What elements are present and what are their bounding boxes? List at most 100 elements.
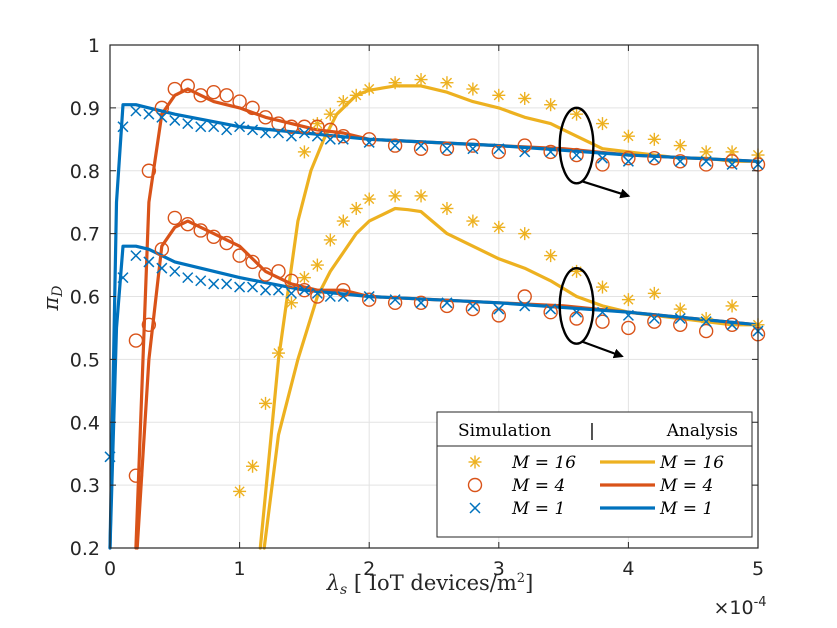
x-tick-label: 3	[493, 558, 505, 580]
sim-marker-asterisk	[349, 201, 363, 215]
sim-marker-circle	[673, 154, 688, 169]
sim-marker-circle	[724, 317, 740, 332]
sim-marker-circle	[543, 144, 558, 160]
sim-marker-cross	[143, 256, 155, 268]
sim-marker-cross	[221, 124, 233, 136]
sim-marker-cross	[156, 111, 168, 123]
x-label-symbol: λ	[326, 571, 340, 595]
sim-marker-cross	[182, 118, 194, 130]
sim-marker-cross	[674, 155, 686, 167]
legend-entry: M = 4 M = 4	[467, 476, 713, 496]
legend-ana-label: M = 4	[659, 476, 713, 496]
sim-marker-cross	[519, 300, 531, 312]
sim-marker-cross	[441, 297, 453, 309]
sim-marker-asterisk	[492, 88, 506, 102]
y-tick-label: 0.6	[70, 287, 100, 309]
y-tick-label: 0.7	[70, 224, 100, 246]
y-tick-label: 0.5	[70, 349, 100, 371]
y-label-symbol: π	[39, 296, 63, 312]
sim-marker-cross	[195, 275, 207, 287]
sim-marker-asterisk	[284, 296, 298, 310]
sim-marker-asterisk	[544, 249, 558, 263]
sim-marker-asterisk	[310, 258, 324, 272]
x-tick-label: 4	[622, 558, 634, 580]
y-tick-label: 0.2	[70, 538, 100, 560]
sim-marker-cross	[195, 121, 207, 133]
sim-marker-asterisk	[310, 117, 324, 131]
sim-marker-cross	[467, 300, 479, 312]
sim-marker-cross	[415, 297, 427, 309]
sim-marker-circle	[336, 128, 351, 144]
sim-marker-asterisk	[570, 264, 584, 278]
sim-marker-cross	[363, 136, 375, 148]
x-multiplier-base: ×10	[713, 597, 753, 619]
sim-marker-circle	[698, 323, 714, 339]
sim-marker-cross	[247, 281, 259, 293]
sim-marker-circle	[465, 138, 481, 153]
annotations	[558, 106, 631, 359]
sim-marker-cross	[596, 152, 609, 164]
sim-marker-cross	[143, 108, 155, 120]
sim-marker-circle	[647, 150, 662, 166]
sim-marker-asterisk	[259, 396, 273, 410]
sim-marker-cross	[519, 146, 531, 158]
x-tick-label: 0	[104, 558, 116, 580]
sim-marker-cross	[311, 287, 323, 299]
sim-marker-cross	[415, 140, 427, 152]
sim-marker-cross	[337, 133, 349, 145]
sim-marker-asterisk	[414, 189, 428, 203]
y-tick-label: 0.8	[70, 161, 100, 183]
sim-marker-asterisk	[246, 459, 260, 473]
sim-marker-cross	[571, 306, 583, 318]
sim-marker-circle	[271, 264, 286, 279]
sim-marker-asterisk	[492, 220, 506, 234]
sim-marker-circle	[362, 292, 377, 307]
analysis-line	[108, 244, 760, 550]
sim-marker-cross	[259, 127, 272, 139]
sim-marker-cross	[700, 316, 712, 328]
sim-marker-cross	[182, 272, 194, 284]
sim-marker-cross	[389, 140, 401, 152]
legend-sim-label: M = 4	[511, 476, 565, 496]
x-tick-label: 5	[752, 558, 764, 580]
sim-marker-cross	[285, 287, 297, 299]
annotation-arrow	[582, 340, 624, 359]
sim-marker-asterisk	[673, 139, 687, 153]
sim-marker-cross	[622, 309, 634, 321]
sim-marker-circle	[310, 289, 325, 304]
sim-marker-asterisk	[440, 201, 454, 215]
sim-marker-asterisk	[570, 107, 584, 121]
y-axis-label: πD	[39, 285, 66, 311]
legend-box	[436, 411, 753, 538]
sim-marker-cross	[596, 306, 609, 318]
sim-marker-circle	[154, 100, 170, 116]
sim-marker-asterisk	[349, 88, 363, 102]
y-tick-label: 0.9	[70, 98, 100, 120]
sim-marker-circle	[258, 110, 273, 125]
sim-marker-asterisk	[699, 312, 713, 326]
legend-header-simulation: Simulation	[458, 421, 551, 441]
sim-marker-circle	[232, 248, 247, 263]
sim-marker-circle	[232, 94, 247, 109]
sim-marker-circle	[465, 301, 481, 317]
sim-marker-circle	[154, 242, 170, 257]
sim-marker-cross	[130, 105, 142, 117]
sim-marker-cross	[130, 250, 142, 262]
sim-marker-cross	[285, 130, 297, 142]
simulation-markers	[104, 73, 766, 498]
annotation-ellipse	[558, 106, 595, 185]
y-tick-label: 1	[88, 35, 100, 57]
sim-marker-circle	[167, 210, 183, 226]
sim-marker-asterisk	[323, 233, 337, 247]
sim-marker-cross	[298, 284, 310, 296]
sim-marker-asterisk	[621, 293, 635, 307]
tick-labels: 0 1 2 3 4 5 0.2 0.3 0.4 0.5 0.6 0.7 0.8 0.9 1	[70, 35, 764, 580]
legend-entries: M = 16 M = 16 M = 4 M = 4 M = 1 M = 1	[467, 453, 724, 519]
legend-ana-label: M = 16	[659, 453, 724, 473]
sim-marker-asterisk	[518, 227, 532, 241]
sim-marker-cross	[674, 312, 686, 325]
x-label-sup: 2	[517, 571, 525, 586]
sim-marker-asterisk	[725, 299, 739, 313]
sim-marker-cross	[234, 121, 246, 133]
